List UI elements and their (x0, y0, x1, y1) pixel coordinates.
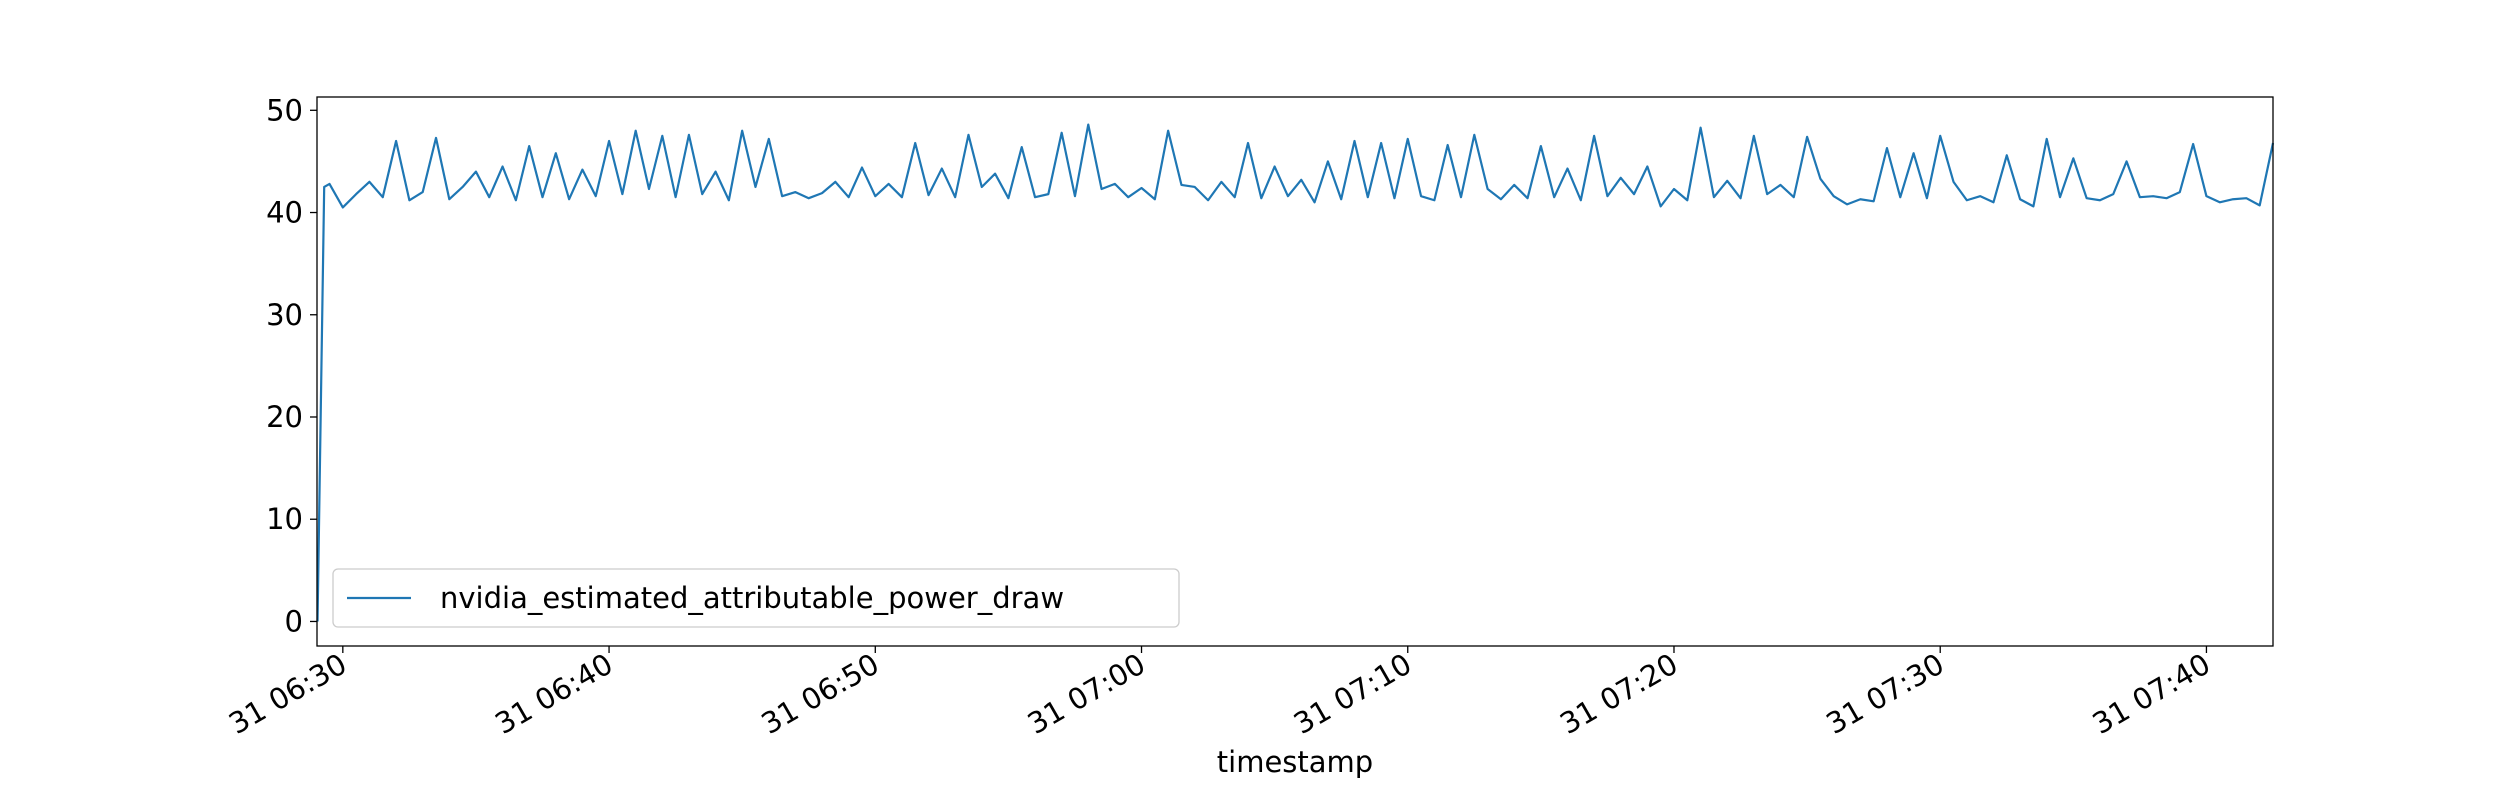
y-tick-label: 30 (266, 298, 303, 332)
x-tick-label: 31 07:40 (2087, 647, 2216, 741)
y-tick-label: 50 (266, 93, 303, 127)
x-tick-label: 31 07:30 (1820, 647, 1949, 741)
legend: nvidia_estimated_attributable_power_draw (332, 568, 1180, 628)
y-tick-label: 10 (266, 502, 303, 536)
x-axis-label: timestamp (1217, 745, 1373, 779)
x-tick-label: 31 06:40 (489, 647, 618, 741)
legend-box (332, 568, 1180, 628)
y-tick-label: 0 (285, 604, 303, 638)
x-tick-label: 31 07:00 (1022, 647, 1151, 741)
x-tick-label: 31 07:20 (1554, 647, 1683, 741)
x-tick-label: 31 06:50 (755, 647, 884, 741)
line-series (316, 123, 2275, 622)
y-tick-label: 20 (266, 400, 303, 434)
axes-frame (316, 96, 2274, 647)
x-tick-label: 31 06:30 (223, 647, 352, 741)
y-tick-label: 40 (266, 196, 303, 230)
legend-label: nvidia_estimated_attributable_power_draw (440, 581, 1064, 615)
x-tick-label: 31 07:10 (1288, 647, 1417, 741)
